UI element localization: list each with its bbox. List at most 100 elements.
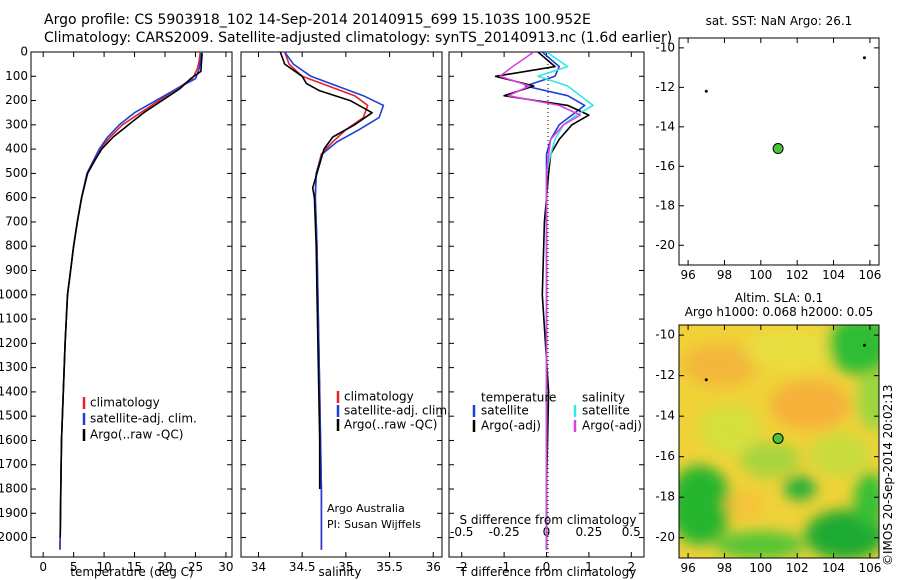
temperature-xlabel: temperature (deg C) [70,565,193,579]
map-y-tick-label: -16 [655,449,675,463]
series-line-argo-raw-qc- [279,52,373,489]
x-tick-label: 34.5 [289,560,316,574]
depth-tick-label: 2000 [0,530,28,544]
map-y-tick-label: -14 [655,409,675,423]
legend-label-s-satellite: satellite [582,404,630,418]
legend-label-argo: Argo(..raw -QC) [344,418,437,432]
argo-source-label: Argo Australia [327,502,405,515]
depth-tick-label: 1100 [0,312,28,326]
sla-map-title: Altim. SLA: 0.1 [735,291,823,305]
x-tick-label: -1 [498,560,510,574]
salinity-axes-frame [240,51,443,558]
depth-tick-label: 700 [5,214,28,228]
s-diff-tick-label: 0.5 [622,525,641,539]
map-x-tick-label: 96 [680,268,695,282]
depth-tick-label: 800 [5,239,28,253]
sst-map-points [704,56,866,155]
temperature-axes-frame [30,51,233,558]
sla-map-panel: Altim. SLA: 0.1 Argo h1000: 0.068 h2000:… [655,291,881,575]
x-tick-label: 0 [543,560,551,574]
legend-label-argo: Argo(..raw -QC) [90,428,183,442]
salinity-series [279,52,385,550]
map-x-tick-label: 102 [786,561,809,575]
series-line-argo-raw-qc- [59,53,203,538]
legend-title-salinity: salinity [582,391,625,405]
sla-heatmap [679,325,879,558]
depth-tick-label: 1600 [0,433,28,447]
depth-tick-label: 1400 [0,384,28,398]
map-x-tick-label: 106 [858,268,881,282]
sla-map-subtitle: Argo h1000: 0.068 h2000: 0.05 [685,305,874,319]
depth-tick-label: 1200 [0,336,28,350]
depth-tick-label: 900 [5,263,28,277]
sst-map-panel: sat. SST: NaN Argo: 26.1 96 98 100 102 104 10… [655,14,881,282]
s-difference-label: S difference from climatology [460,513,637,527]
map-x-tick-label: 106 [858,561,881,575]
depth-tick-label: 400 [5,142,28,156]
map-y-tick-label: -18 [655,198,675,212]
x-tick-label: 10 [96,560,111,574]
salinity-depth-ticks [241,51,442,539]
temperature-x-axis: 0 5 10 15 20 25 30 [39,52,234,574]
legend-label-t-satellite: satellite [481,404,529,418]
legend-label-s-argo: Argo(-adj) [582,419,642,433]
map-x-tick-label: 102 [786,268,809,282]
difference-series [494,52,594,550]
map-x-tick-label: 98 [717,561,732,575]
map-x-tick-label: 104 [822,268,845,282]
legend-label-climatology: climatology [344,390,414,404]
argo-profile-marker [772,143,784,155]
map-x-tick-label: 96 [680,561,695,575]
depth-tick-label: 0 [20,45,28,59]
map-x-tick-label: 100 [749,268,772,282]
depth-axis: 0 100 200 300 400 500 600 700 800 900 1000 1100 1200… [0,45,232,544]
sla-field-blobs [679,325,879,558]
s-diff-tick-label: -0.5 [450,525,473,539]
legend-title-temperature: temperature [481,391,556,405]
difference-panel: -2 -1 0 1 2 -0.5 -0.25 0 0.25 0.5 T difference f… [448,51,645,579]
x-tick-label: 35 [338,560,353,574]
temperature-series [59,52,203,550]
x-tick-label: 5 [70,560,78,574]
sla-map-frame [678,324,880,559]
difference-x-axis: -2 -1 0 1 2 [456,52,635,574]
map-x-tick-label: 100 [749,561,772,575]
map-y-tick-label: -12 [655,80,675,94]
argo-profile-marker [772,432,784,444]
series-line-salinity-argo-adj- [499,52,582,550]
legend-label-t-argo: Argo(-adj) [481,419,541,433]
map-y-tick-label: -12 [655,368,675,382]
x-tick-label: 0 [39,560,47,574]
depth-tick-label: 1500 [0,409,28,423]
map-x-tick-label: 98 [717,268,732,282]
legend-label-satellite: satellite-adj. clim. [90,412,197,426]
salinity-legend: climatology satellite-adj. clim. Argo(..… [336,390,451,432]
map-y-tick-label: -10 [655,40,675,54]
x-tick-label: 2 [627,560,635,574]
difference-legend-temperature: temperature satellite Argo(-adj) [472,391,556,433]
legend-label-satellite: satellite-adj. clim. [344,404,451,418]
depth-tick-label: 1900 [0,506,28,520]
map-y-tick-label: -20 [655,238,675,252]
s-diff-tick-label: -0.25 [489,525,520,539]
x-tick-label: -2 [456,560,468,574]
imos-credit: ©IMOS 20-Sep-2014 20:02:13 [881,384,895,566]
x-tick-label: 34 [251,560,266,574]
map-y-tick-label: -20 [655,530,675,544]
legend-label-climatology: climatology [90,396,160,410]
sst-map-axes: 96 98 100 102 104 106 -10 -12 -14 -16 -18 -20 [655,38,881,282]
figure-title-line-1: Argo profile: CS 5903918_102 14-Sep-2014… [44,12,591,28]
map-y-tick-label: -14 [655,119,675,133]
track-point-marker [862,343,866,347]
depth-tick-label: 1000 [0,287,28,301]
s-diff-tick-label: 0.25 [576,525,603,539]
temperature-legend: climatology satellite-adj. clim. Argo(..… [82,396,197,442]
difference-depth-ticks [449,51,644,539]
depth-tick-label: 500 [5,166,28,180]
argo-pi-label: PI: Susan Wijffels [327,518,421,531]
figure-title-line-2: Climatology: CARS2009. Satellite-adjuste… [44,30,673,46]
track-point-marker [862,56,866,60]
x-tick-label: 25 [188,560,203,574]
sla-map-axes: 96 98 100 102 104 106 -10 -12 -14 -16 -18 -20 [655,325,881,575]
